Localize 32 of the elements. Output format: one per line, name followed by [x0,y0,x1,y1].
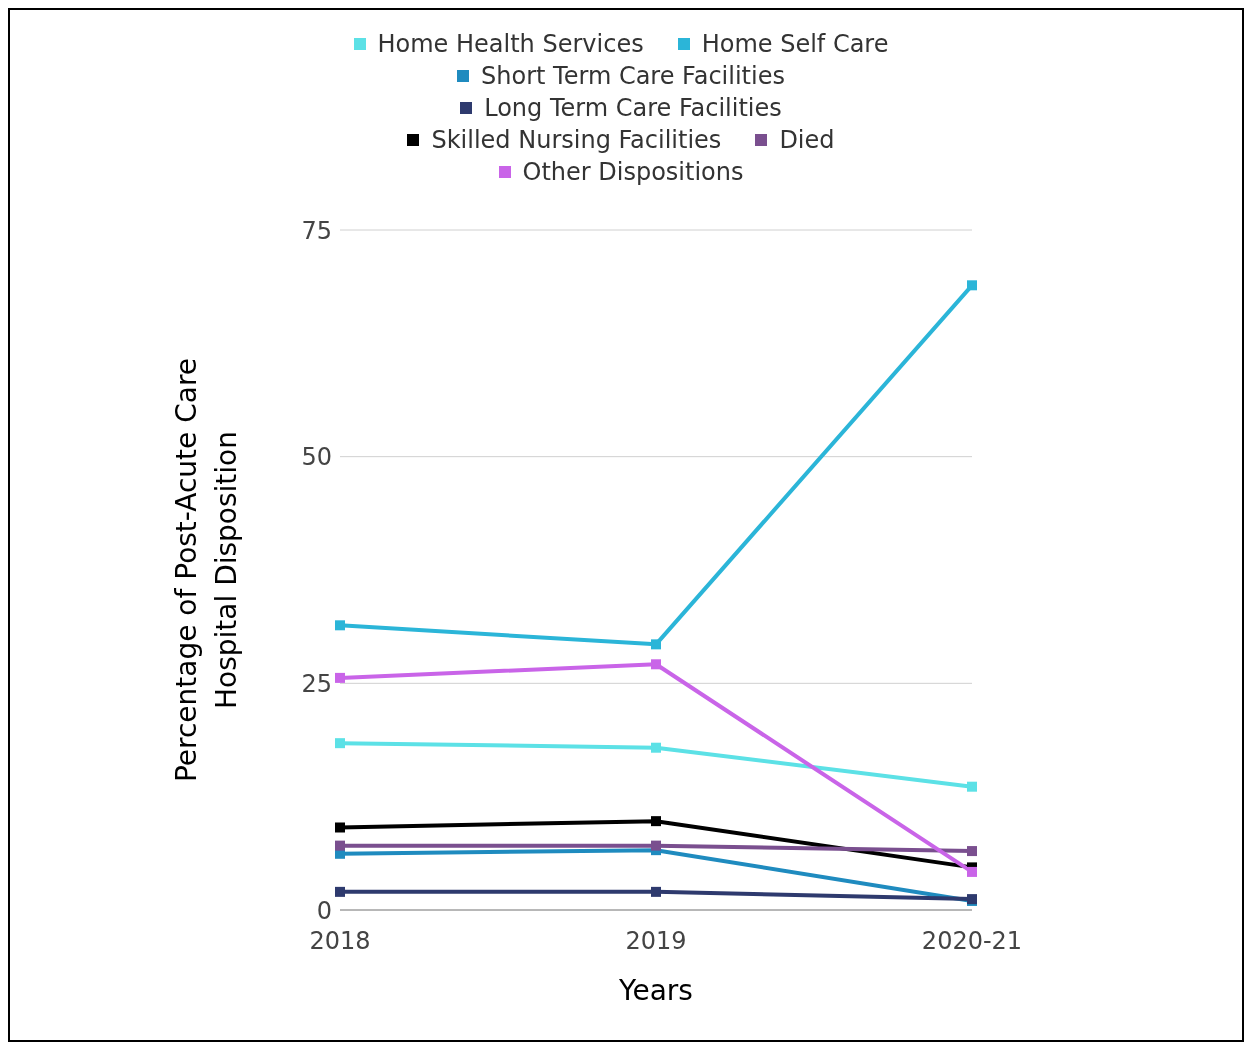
y-axis-title: Percentage of Post-Acute Care Hospital Disposition [170,357,243,783]
legend-label: Short Term Care Facilities [480,62,785,90]
point [651,816,661,827]
point [335,840,345,851]
y-tick-label: 75 [301,216,332,245]
legend-label: Long Term Care Facilities [483,94,782,122]
legend-label: Died [778,126,835,154]
legend-label: Home Self Care [700,30,889,58]
y-tick-label: 25 [301,669,332,698]
y-tick-label: 0 [316,896,332,925]
point [967,846,977,857]
legend-label: Other Dispositions [521,158,744,186]
point [651,742,661,753]
point [967,866,977,877]
point [967,280,977,291]
x-axis-title: Years [618,974,693,1007]
point [651,840,661,851]
point [335,738,345,749]
point [335,620,345,631]
point [651,886,661,897]
legend-label: Skilled Nursing Facilities [430,126,722,154]
point [335,822,345,833]
legend-label: Home Health Services [376,30,644,58]
point [335,672,345,683]
x-tick-label: 2020-21 [921,927,1023,956]
point [651,639,661,650]
point [335,886,345,897]
x-tick-label: 2019 [625,927,687,956]
point [651,659,661,670]
point [967,781,977,792]
x-tick-label: 2018 [309,927,371,956]
y-tick-label: 50 [301,443,332,472]
